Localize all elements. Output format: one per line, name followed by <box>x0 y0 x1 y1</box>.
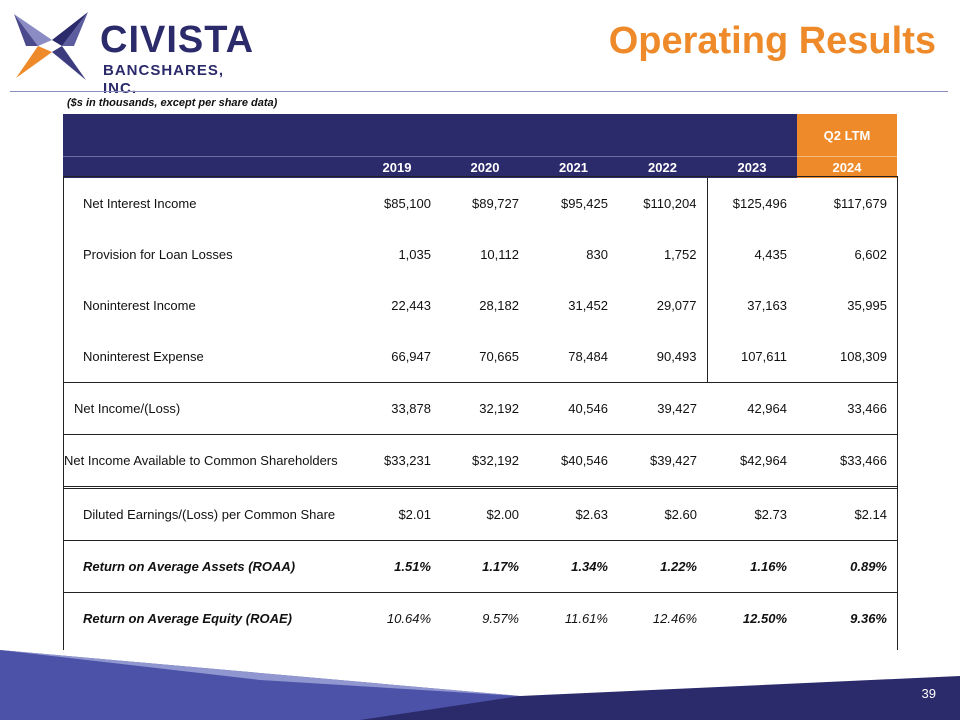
table-cell: 40,546 <box>529 382 618 435</box>
operating-results-table: Q2 LTM 2019 2020 2021 2022 2023 2024 Net… <box>63 114 897 643</box>
table-cell: 6,602 <box>854 247 887 262</box>
year-header: 2021 <box>529 156 618 178</box>
table-cell: $40,546 <box>529 434 618 489</box>
year-header: 2022 <box>618 156 707 178</box>
table-row: Net Income/(Loss) 33,878 32,192 40,546 3… <box>63 382 897 435</box>
footer-band <box>0 650 960 720</box>
table-cell: 1,035 <box>398 247 431 262</box>
table-row: Diluted Earnings/(Loss) per Common Share… <box>63 488 897 541</box>
table-row: Net Interest Income $85,100 $89,727 $95,… <box>63 178 897 229</box>
table-row: Noninterest Expense 66,947 70,665 78,484… <box>63 331 897 383</box>
row-label: Provision for Loan Losses <box>83 247 233 262</box>
year-header: 2023 <box>707 156 797 178</box>
table-row: Return on Average Equity (ROAE) 10.64% 9… <box>63 592 897 643</box>
row-label: Return on Average Assets (ROAA) <box>63 540 353 593</box>
row-label: Net Income/(Loss) <box>63 382 353 435</box>
table-cell: 1.17% <box>441 540 529 593</box>
table-cell: 78,484 <box>568 349 608 364</box>
brand-name: CIVISTA <box>100 19 255 61</box>
table-row: Net Income Available to Common Sharehold… <box>63 434 897 489</box>
ltm-header: Q2 LTM <box>797 114 897 157</box>
table-cell: $89,727 <box>472 196 519 211</box>
table-cell: 12.50% <box>707 592 797 643</box>
table-cell: $32,192 <box>441 434 529 489</box>
table-cell: 9.57% <box>441 592 529 643</box>
table-cell: 37,163 <box>706 280 797 331</box>
company-logo: CIVISTA BANCSHARES, INC. <box>12 10 255 97</box>
table-cell: $2.73 <box>754 507 787 522</box>
table-cell: 1.51% <box>353 540 441 593</box>
row-label: Net Interest Income <box>83 196 197 211</box>
table-cell: $110,204 <box>643 196 697 211</box>
table-cell: 29,077 <box>656 298 697 313</box>
row-label: Diluted Earnings/(Loss) per Common Share <box>83 507 336 522</box>
table-cell: 35,995 <box>847 298 887 313</box>
table-cell: 4,435 <box>706 229 797 280</box>
table-cell: 108,309 <box>840 349 887 364</box>
table-cell: 42,964 <box>707 382 797 435</box>
star-icon <box>14 12 88 80</box>
table-cell: 1.16% <box>707 540 797 593</box>
brand-subtitle: BANCSHARES, INC. <box>103 62 225 97</box>
table-cell: 10,112 <box>480 247 519 262</box>
units-note: ($s in thousands, except per share data) <box>67 97 278 109</box>
table-cell: $85,100 <box>384 196 431 211</box>
table-cell: $2.14 <box>854 507 887 522</box>
table-cell: $2.00 <box>486 507 519 522</box>
table-cell: $42,964 <box>707 434 797 489</box>
table-cell: $33,231 <box>353 434 441 489</box>
table-cell: 10.64% <box>353 592 441 643</box>
header-row-years: 2019 2020 2021 2022 2023 2024 <box>63 156 897 178</box>
table-cell: 33,466 <box>797 382 897 435</box>
row-label: Net Income Available to Common Sharehold… <box>63 434 353 489</box>
table-cell: 22,443 <box>391 298 431 313</box>
table-cell: $33,466 <box>797 434 897 489</box>
row-label: Noninterest Income <box>83 298 196 313</box>
table-cell: $2.60 <box>664 507 697 522</box>
table-cell: $117,679 <box>833 196 887 211</box>
table-cell: 66,947 <box>391 349 431 364</box>
table-row: Noninterest Income 22,443 28,182 31,452 … <box>63 280 897 331</box>
header-divider <box>10 91 948 92</box>
header-row-top: Q2 LTM <box>63 114 897 157</box>
table-cell: $125,496 <box>706 178 797 229</box>
table-row: Provision for Loan Losses 1,035 10,112 8… <box>63 229 897 280</box>
row-label: Return on Average Equity (ROAE) <box>63 592 353 643</box>
page-title: Operating Results <box>608 20 936 62</box>
year-header: 2020 <box>441 156 529 178</box>
table-cell: 12.46% <box>618 592 707 643</box>
table-cell: 28,182 <box>479 298 519 313</box>
table-cell: 1.22% <box>618 540 707 593</box>
table-cell: 9.36% <box>797 592 897 643</box>
table-cell: 39,427 <box>618 382 707 435</box>
row-label: Noninterest Expense <box>83 349 204 364</box>
table-row: Return on Average Assets (ROAA) 1.51% 1.… <box>63 540 897 593</box>
table-cell: 107,611 <box>706 331 797 383</box>
table-cell: 1.34% <box>529 540 618 593</box>
table-cell: 32,192 <box>441 382 529 435</box>
table-cell: 11.61% <box>529 592 618 643</box>
table-cell: $39,427 <box>618 434 707 489</box>
table-cell: 1,752 <box>663 247 697 262</box>
year-header: 2024 <box>797 156 897 178</box>
table-cell: 90,493 <box>656 349 697 364</box>
table-cell: 0.89% <box>797 540 897 593</box>
table-cell: 830 <box>586 247 608 262</box>
year-header: 2019 <box>353 156 441 178</box>
table-cell: 70,665 <box>479 349 519 364</box>
table-cell: $2.63 <box>575 507 608 522</box>
page-number: 39 <box>921 686 936 701</box>
table-cell: $2.01 <box>398 507 431 522</box>
table-cell: 31,452 <box>568 298 608 313</box>
table-cell: $95,425 <box>561 196 608 211</box>
table-cell: 33,878 <box>353 382 441 435</box>
